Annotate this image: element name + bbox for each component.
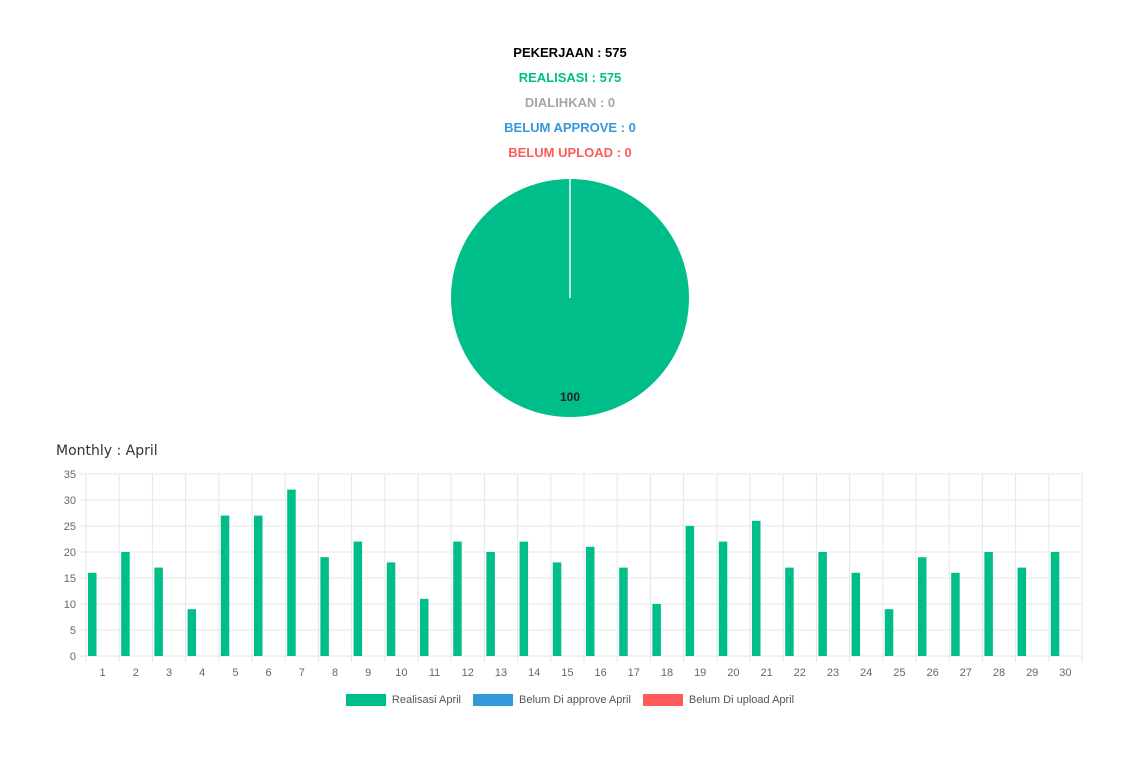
x-tick-label: 17 — [628, 667, 640, 679]
y-tick-label: 20 — [64, 547, 76, 559]
legend-item-belum-approve[interactable]: Belum Di approve April — [473, 694, 631, 706]
x-tick-label: 26 — [926, 667, 938, 679]
x-tick-label: 20 — [727, 667, 739, 679]
legend-label-realisasi: Realisasi April — [391, 694, 462, 706]
legend-swatch-belum-approve — [473, 694, 514, 706]
x-tick-label: 12 — [462, 667, 474, 679]
legend-label-belum-approve: Belum Di approve April — [519, 694, 631, 706]
x-tick-label: 18 — [661, 667, 673, 679]
y-tick-label: 30 — [64, 495, 76, 507]
y-tick-label: 35 — [64, 469, 76, 481]
bar[interactable] — [154, 567, 163, 656]
x-tick-label: 5 — [232, 667, 238, 679]
bar[interactable] — [851, 572, 861, 656]
bar[interactable] — [918, 557, 927, 656]
y-tick-label: 0 — [70, 651, 76, 663]
bar[interactable] — [287, 489, 296, 656]
bar[interactable] — [1050, 552, 1060, 656]
y-tick-label: 25 — [64, 521, 76, 533]
bar-chart-title: Monthly : April — [56, 443, 158, 459]
x-tick-label: 9 — [365, 667, 371, 679]
x-tick-label: 3 — [166, 667, 172, 679]
bar[interactable] — [420, 598, 429, 656]
x-tick-label: 11 — [429, 667, 440, 679]
x-tick-label: 8 — [332, 667, 338, 679]
bar[interactable] — [386, 562, 396, 656]
x-tick-label: 7 — [299, 667, 305, 679]
bar[interactable] — [718, 541, 728, 656]
bar[interactable] — [121, 552, 130, 656]
legend-item-belum-upload[interactable]: Belum Di upload April — [642, 694, 795, 706]
bar[interactable] — [453, 541, 462, 656]
x-tick-label: 24 — [860, 667, 872, 679]
bar[interactable] — [951, 572, 960, 656]
x-tick-label: 6 — [266, 667, 272, 679]
x-tick-label: 4 — [199, 667, 205, 679]
belum-upload-stat: BELUM UPLOAD : 0 — [508, 145, 632, 160]
bar[interactable] — [187, 609, 197, 656]
bar[interactable] — [552, 562, 562, 656]
realisasi-stat: REALISASI : 575 — [518, 70, 622, 85]
y-tick-label: 15 — [64, 573, 76, 585]
dialihkan-stat: DIALIHKAN : 0 — [524, 95, 616, 110]
bar[interactable] — [254, 515, 263, 656]
legend-swatch-realisasi — [345, 694, 386, 706]
x-tick-label: 16 — [594, 667, 606, 679]
legend-swatch-belum-upload — [642, 694, 683, 706]
bar[interactable] — [486, 552, 495, 656]
bar[interactable] — [984, 552, 993, 656]
x-tick-label: 10 — [395, 667, 407, 679]
pie-chart: 100 — [451, 179, 689, 417]
x-tick-label: 15 — [561, 667, 573, 679]
x-tick-label: 22 — [794, 667, 806, 679]
bar[interactable] — [752, 520, 761, 656]
x-tick-label: 19 — [694, 667, 706, 679]
belum-approve-stat: BELUM APPROVE : 0 — [504, 120, 636, 135]
x-tick-label: 1 — [100, 667, 106, 679]
x-tick-label: 28 — [993, 667, 1005, 679]
bar[interactable] — [320, 557, 329, 656]
pekerjaan-stat: PEKERJAAN : 575 — [513, 45, 627, 60]
y-tick-label: 5 — [70, 625, 76, 637]
x-tick-label: 2 — [133, 667, 139, 679]
bar[interactable] — [818, 552, 827, 656]
bar[interactable] — [685, 526, 695, 656]
bar-chart-legend: Realisasi April Belum Di approve April B… — [0, 694, 1140, 706]
bar[interactable] — [785, 567, 794, 656]
pie-slice-label: 100 — [560, 390, 580, 404]
bar[interactable] — [586, 546, 595, 656]
bar[interactable] — [652, 604, 661, 656]
x-tick-label: 14 — [528, 667, 540, 679]
bar[interactable] — [619, 567, 628, 656]
x-tick-label: 21 — [760, 667, 772, 679]
x-tick-label: 29 — [1026, 667, 1038, 679]
x-tick-label: 23 — [827, 667, 839, 679]
x-tick-label: 25 — [893, 667, 905, 679]
bar[interactable] — [88, 572, 97, 656]
stats-summary: PEKERJAAN : 575 REALISASI : 575 DIALIHKA… — [0, 40, 1140, 165]
bar[interactable] — [353, 541, 363, 656]
bar[interactable] — [884, 609, 894, 656]
bar[interactable] — [519, 541, 529, 656]
legend-label-belum-upload: Belum Di upload April — [688, 694, 795, 706]
legend-item-realisasi[interactable]: Realisasi April — [345, 694, 462, 706]
bar[interactable] — [220, 515, 230, 656]
bar[interactable] — [1017, 567, 1027, 656]
x-tick-label: 13 — [495, 667, 507, 679]
y-tick-label: 10 — [64, 599, 76, 611]
x-tick-label: 27 — [960, 667, 972, 679]
x-tick-label: 30 — [1059, 667, 1071, 679]
